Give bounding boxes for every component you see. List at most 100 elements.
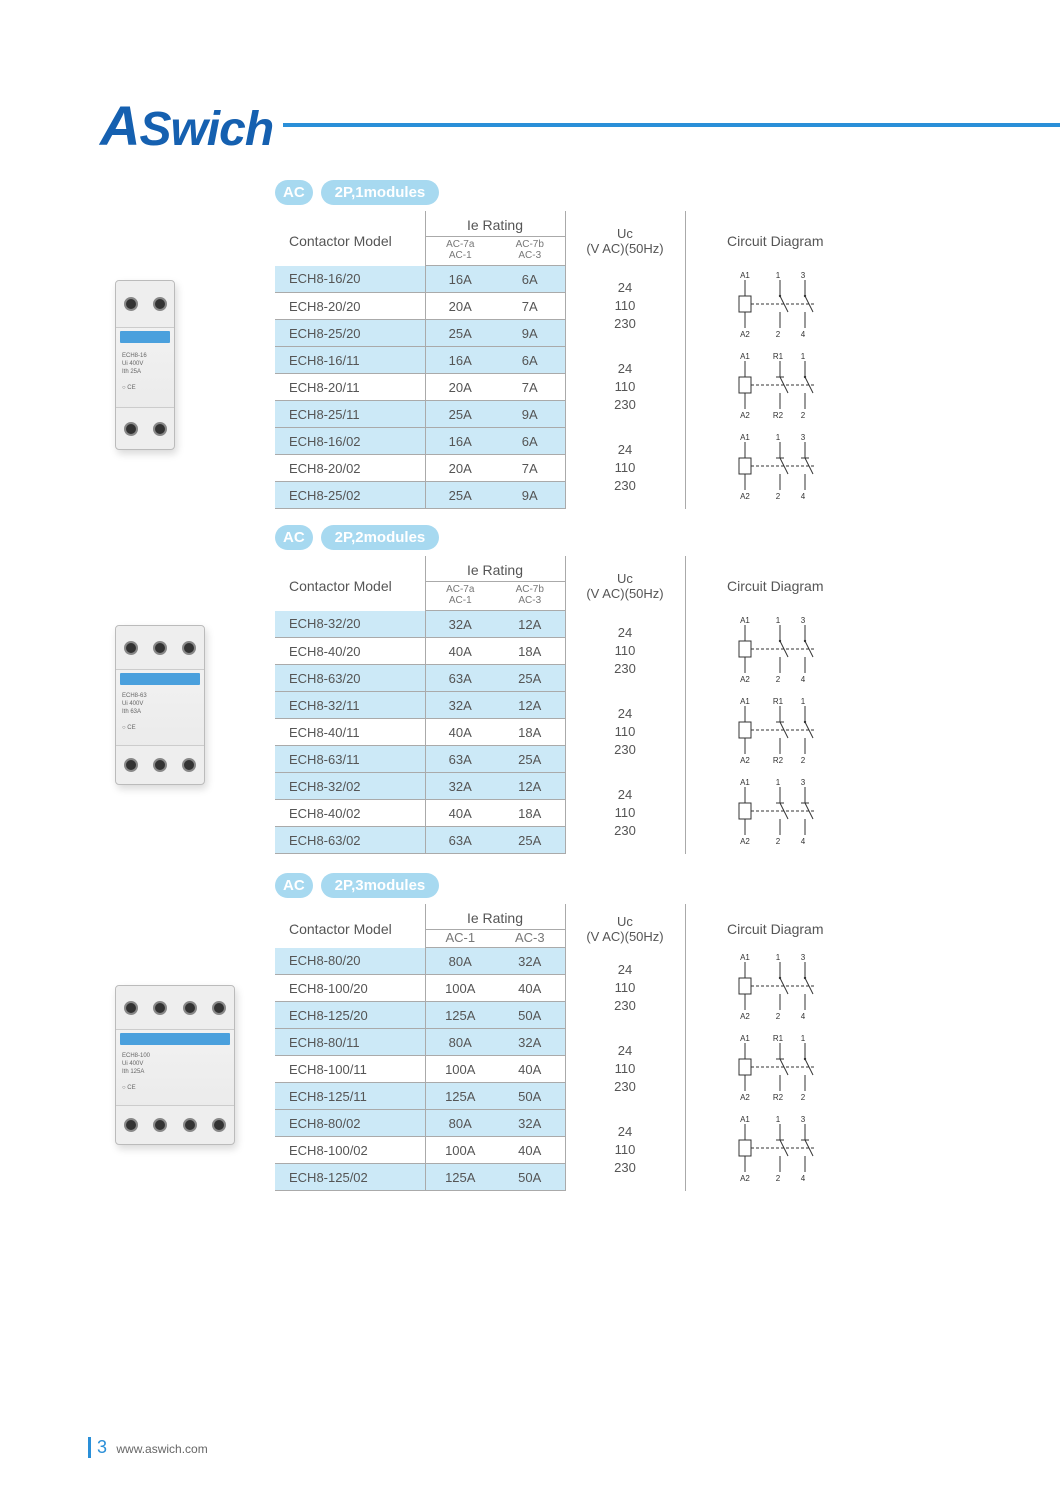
svg-text:2: 2 xyxy=(801,411,806,420)
col-model: Contactor Model xyxy=(275,904,425,948)
product-image-1: ECH8-16Ui 400VIth 25A○ CE xyxy=(115,280,245,450)
svg-text:3: 3 xyxy=(801,1115,806,1124)
cell-uc: 24110230 xyxy=(565,773,685,854)
cell-ie2: 12A xyxy=(495,692,565,719)
cell-ie1: 25A xyxy=(425,401,495,428)
cell-circuit: A1 A2 12 34 xyxy=(685,611,865,692)
cell-uc: 24110230 xyxy=(565,611,685,692)
cell-model: ECH8-16/02 xyxy=(275,428,425,455)
table-row: ECH8-16/20 16A 6A24110230 A1 A2 12 34 xyxy=(275,266,865,293)
cell-model: ECH8-80/02 xyxy=(275,1110,425,1137)
cell-ie2: 32A xyxy=(495,1029,565,1056)
svg-text:A2: A2 xyxy=(740,330,750,339)
cell-ie2: 18A xyxy=(495,638,565,665)
cell-circuit: A1 A2 12 34 xyxy=(685,773,865,854)
section-2: AC2P,2modules Contactor Model Ie Rating … xyxy=(275,525,865,854)
cell-ie2: 40A xyxy=(495,1137,565,1164)
product-image-2: ECH8-63Ui 400VIth 63A○ CE xyxy=(115,625,245,785)
cell-model: ECH8-16/11 xyxy=(275,347,425,374)
col-ie: Ie Rating xyxy=(425,211,565,237)
col-uc: Uc(V AC)(50Hz) xyxy=(565,556,685,611)
cell-ie1: 32A xyxy=(425,773,495,800)
logo-letter-a: A xyxy=(100,94,139,157)
cell-ie2: 6A xyxy=(495,266,565,293)
col-ie-a: AC-1 xyxy=(425,930,495,948)
svg-text:A2: A2 xyxy=(740,492,750,501)
cell-model: ECH8-100/02 xyxy=(275,1137,425,1164)
cell-model: ECH8-20/02 xyxy=(275,455,425,482)
col-model: Contactor Model xyxy=(275,211,425,266)
cell-circuit: A1 A2 R1R2 12 xyxy=(685,1029,865,1110)
svg-text:A1: A1 xyxy=(740,271,750,280)
cell-ie2: 50A xyxy=(495,1164,565,1191)
svg-text:4: 4 xyxy=(801,492,806,501)
cell-model: ECH8-125/11 xyxy=(275,1083,425,1110)
cell-ie2: 6A xyxy=(495,428,565,455)
page-number: 3 xyxy=(97,1437,113,1457)
svg-text:4: 4 xyxy=(801,1012,806,1021)
table-row: ECH8-32/11 32A 12A24110230 A1 A2 R1R2 12 xyxy=(275,692,865,719)
cell-ie2: 9A xyxy=(495,482,565,509)
cell-model: ECH8-40/02 xyxy=(275,800,425,827)
svg-text:1: 1 xyxy=(801,1034,806,1043)
cell-circuit: A1 A2 12 34 xyxy=(685,1110,865,1191)
cell-ie1: 63A xyxy=(425,827,495,854)
page-footer: 3 www.aswich.com xyxy=(88,1437,208,1458)
table-row: ECH8-80/02 80A 32A24110230 A1 A2 12 34 xyxy=(275,1110,865,1137)
cell-ie2: 7A xyxy=(495,455,565,482)
svg-text:3: 3 xyxy=(801,778,806,787)
cell-model: ECH8-100/11 xyxy=(275,1056,425,1083)
spec-table: Contactor Model Ie Rating Uc(V AC)(50Hz)… xyxy=(275,211,865,509)
cell-ie2: 50A xyxy=(495,1002,565,1029)
table-row: ECH8-80/11 80A 32A24110230 A1 A2 R1R2 12 xyxy=(275,1029,865,1056)
svg-text:4: 4 xyxy=(801,675,806,684)
table-row: ECH8-32/02 32A 12A24110230 A1 A2 12 34 xyxy=(275,773,865,800)
section-3: AC2P,3modules Contactor Model Ie Rating … xyxy=(275,873,865,1191)
header-rule xyxy=(283,123,1060,127)
svg-text:2: 2 xyxy=(801,1093,806,1102)
svg-text:2: 2 xyxy=(776,330,781,339)
cell-ie1: 125A xyxy=(425,1002,495,1029)
cell-ie1: 16A xyxy=(425,428,495,455)
cell-ie1: 100A xyxy=(425,975,495,1002)
cell-circuit: A1 A2 12 34 xyxy=(685,428,865,509)
cell-circuit: A1 A2 R1R2 12 xyxy=(685,347,865,428)
cell-ie1: 63A xyxy=(425,746,495,773)
section-badges: AC2P,2modules xyxy=(275,525,865,550)
cell-uc: 24110230 xyxy=(565,692,685,773)
cell-ie2: 32A xyxy=(495,948,565,975)
cell-model: ECH8-63/02 xyxy=(275,827,425,854)
cell-ie1: 20A xyxy=(425,374,495,401)
svg-text:2: 2 xyxy=(801,756,806,765)
svg-text:A1: A1 xyxy=(740,1115,750,1124)
svg-text:2: 2 xyxy=(776,675,781,684)
badge: AC xyxy=(275,873,313,898)
cell-uc: 24110230 xyxy=(565,428,685,509)
cell-model: ECH8-20/20 xyxy=(275,293,425,320)
col-ie-a: AC-7aAC-1 xyxy=(425,237,495,266)
cell-model: ECH8-25/20 xyxy=(275,320,425,347)
svg-text:R1: R1 xyxy=(773,697,784,706)
cell-ie1: 25A xyxy=(425,320,495,347)
cell-ie2: 9A xyxy=(495,320,565,347)
svg-text:1: 1 xyxy=(801,697,806,706)
cell-ie1: 16A xyxy=(425,347,495,374)
col-ie: Ie Rating xyxy=(425,556,565,582)
spec-table: Contactor Model Ie Rating Uc(V AC)(50Hz)… xyxy=(275,556,865,854)
svg-text:2: 2 xyxy=(776,837,781,846)
cell-model: ECH8-125/02 xyxy=(275,1164,425,1191)
svg-text:4: 4 xyxy=(801,1174,806,1183)
svg-text:A1: A1 xyxy=(740,1034,750,1043)
svg-text:4: 4 xyxy=(801,837,806,846)
badge: 2P,1modules xyxy=(321,180,440,205)
cell-ie1: 20A xyxy=(425,455,495,482)
section-badges: AC2P,3modules xyxy=(275,873,865,898)
svg-text:3: 3 xyxy=(801,953,806,962)
svg-text:1: 1 xyxy=(776,616,781,625)
cell-ie2: 50A xyxy=(495,1083,565,1110)
cell-ie1: 32A xyxy=(425,611,495,638)
badge: 2P,2modules xyxy=(321,525,440,550)
cell-ie1: 25A xyxy=(425,482,495,509)
cell-model: ECH8-40/11 xyxy=(275,719,425,746)
cell-circuit: A1 A2 12 34 xyxy=(685,948,865,1029)
